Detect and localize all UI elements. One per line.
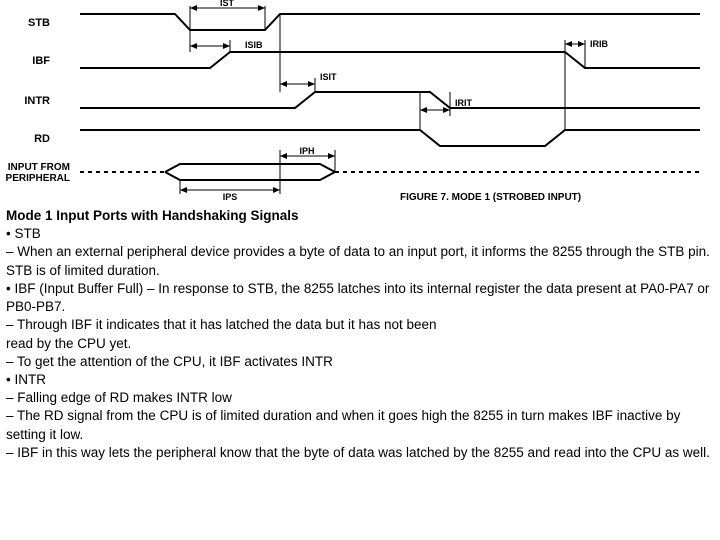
marker-ist: IST [220,0,235,8]
body-line: – The RD signal from the CPU is of limit… [6,407,714,443]
label-rd: RD [34,133,50,145]
marker-irit: IRIT [455,98,473,108]
wave-ibf [80,52,700,68]
marker-irib: IRIB [590,39,609,49]
marker-isit: ISIT [320,72,337,82]
marker-ips: IPS [223,192,238,202]
body-line: read by the CPU yet. [6,335,714,353]
body-line: • IBF (Input Buffer Full) – In response … [6,280,714,316]
label-periph-2: PERIPHERAL [6,173,70,184]
timing-diagram: STB IBF INTR RD INPUT FROM PERIPHERAL IS… [0,0,720,205]
marker-iph: IPH [299,146,314,156]
figure-caption: FIGURE 7. MODE 1 (STROBED INPUT) [400,192,581,203]
marker-isib: ISIB [245,40,263,50]
body-line: • INTR [6,371,714,389]
body-line: – IBF in this way lets the peripheral kn… [6,444,714,462]
wave-rd [80,130,700,146]
body-line: – To get the attention of the CPU, it IB… [6,353,714,371]
body-line: – Falling edge of RD makes INTR low [6,389,714,407]
text-content: Mode 1 Input Ports with Handshaking Sign… [0,205,720,466]
section-title: Mode 1 Input Ports with Handshaking Sign… [6,207,714,225]
wave-stb [80,14,700,30]
periph-bus-top [165,164,335,172]
body-line: • STB [6,225,714,243]
wave-intr [80,92,700,108]
body-line: – When an external peripheral device pro… [6,243,714,279]
label-periph-1: INPUT FROM [8,162,70,173]
periph-bus-bot [165,172,335,180]
body-line: – Through IBF it indicates that it has l… [6,316,714,334]
label-ibf: IBF [32,55,50,67]
label-intr: INTR [24,95,50,107]
label-stb: STB [28,17,50,29]
